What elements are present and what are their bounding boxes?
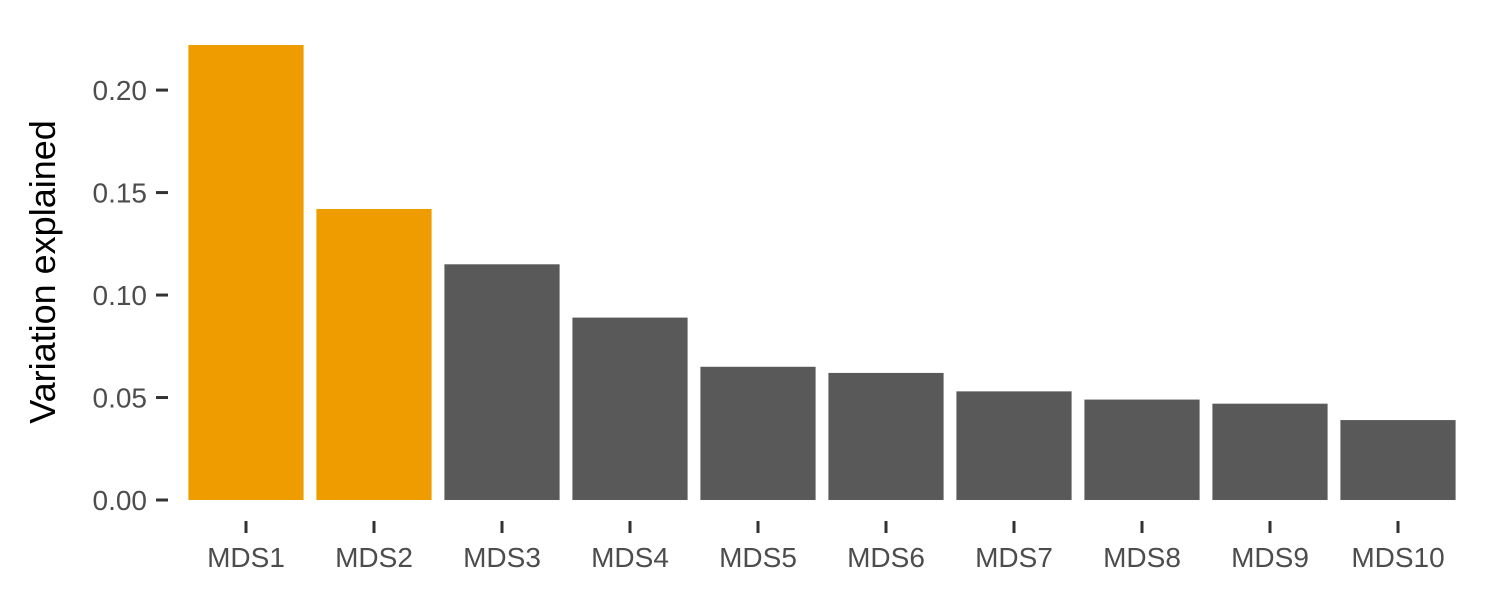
y-axis: 0.00 0.05 0.10 0.15 0.20 [93,75,168,516]
bar-mds4 [572,317,688,500]
bar-mds2 [316,208,432,500]
y-tick-label: 0.15 [93,178,148,209]
x-tick-label: MDS6 [847,542,925,573]
bar-mds7 [956,391,1072,500]
bars [188,45,1456,500]
x-tick-label: MDS1 [207,542,285,573]
x-tick-label: MDS9 [1231,542,1309,573]
x-axis: MDS1 MDS2 MDS3 MDS4 MDS5 MDS6 MDS7 MDS8 MDS9 MDS1… [207,521,1445,573]
bar-mds6 [828,372,944,500]
bar-mds3 [444,264,560,500]
y-tick-label: 0.05 [93,383,148,414]
x-tick-label: MDS5 [719,542,797,573]
bar-mds8 [1084,399,1200,500]
bar-mds9 [1212,403,1328,500]
y-axis-title: Variation explained [22,120,63,424]
x-tick-label: MDS4 [591,542,669,573]
y-tick-label: 0.20 [93,75,148,106]
x-tick-label: MDS3 [463,542,541,573]
x-tick-label: MDS8 [1103,542,1181,573]
bar-mds5 [700,366,816,500]
bar-mds1 [188,45,304,500]
x-tick-label: MDS2 [335,542,413,573]
x-tick-label: MDS7 [975,542,1053,573]
x-tick-label: MDS10 [1351,542,1444,573]
y-tick-label: 0.10 [93,280,148,311]
y-tick-label: 0.00 [93,485,148,516]
bar-mds10 [1340,420,1456,500]
